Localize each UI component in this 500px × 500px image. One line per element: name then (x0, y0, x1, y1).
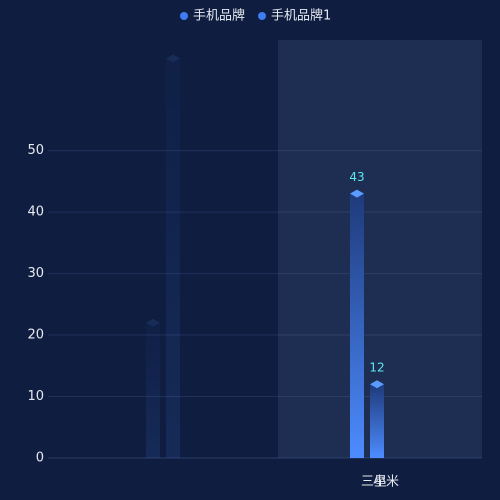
bar (146, 318, 160, 458)
y-tick-label: 20 (27, 328, 44, 343)
bar (166, 54, 180, 459)
bar-cap (370, 380, 384, 389)
bar (370, 380, 384, 458)
x-tick-label: 三星 (361, 475, 387, 490)
bar-body (166, 58, 180, 459)
bar-cap (350, 189, 364, 198)
y-tick-label: 50 (27, 143, 44, 158)
y-tick-label: 40 (27, 205, 44, 220)
y-tick-label: 0 (36, 451, 44, 466)
bar-cap (166, 54, 180, 63)
legend-label: 手机品牌 (193, 8, 245, 24)
value-label: 12 (369, 361, 384, 375)
y-tick-label: 30 (27, 266, 44, 281)
bar-body (146, 322, 160, 458)
bar-body (350, 193, 364, 459)
legend-marker (258, 12, 267, 20)
y-tick-label: 10 (27, 389, 44, 404)
bar-cap (146, 318, 160, 327)
value-label: 43 (349, 170, 364, 184)
legend-label: 手机品牌1 (271, 8, 331, 24)
bar (350, 189, 364, 459)
legend-marker (180, 12, 188, 20)
x-tick-label: 小米 (373, 475, 399, 490)
bar-body (370, 384, 384, 458)
